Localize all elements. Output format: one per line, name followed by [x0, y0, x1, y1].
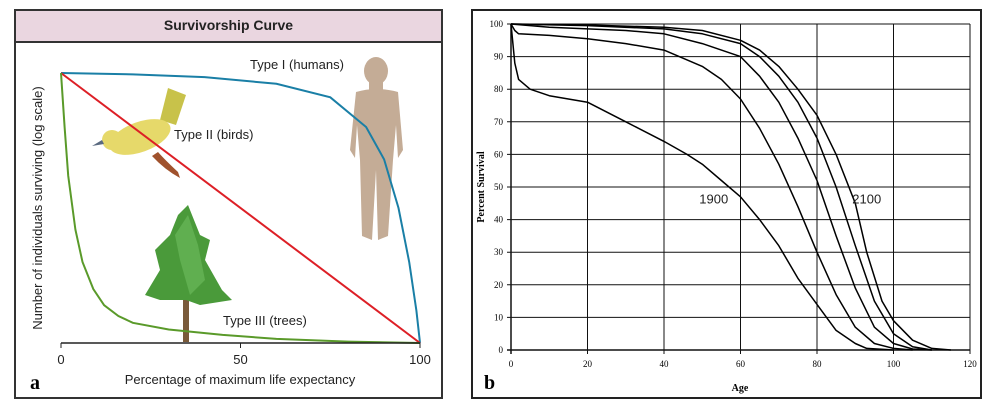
- y-tick-label: 50: [494, 182, 504, 192]
- x-tick-label: 100: [409, 352, 431, 367]
- survival-curve-1: [510, 23, 894, 351]
- y-tick-label: 70: [494, 117, 504, 127]
- y-tick-label: 60: [494, 149, 504, 159]
- curve-annotation: 2100: [852, 191, 881, 206]
- panel-label-a: a: [30, 372, 40, 394]
- y-tick-label: 40: [494, 215, 504, 225]
- curve-annotation: 1900: [699, 191, 728, 206]
- x-tick-label: 50: [233, 352, 247, 367]
- y-tick-label: 0: [499, 345, 504, 355]
- x-tick-label: 120: [963, 359, 977, 369]
- panel-label-b: b: [484, 372, 495, 394]
- type3-label: Type III (trees): [223, 313, 307, 328]
- x-tick-label: 80: [813, 359, 823, 369]
- type1-label: Type I (humans): [250, 57, 344, 72]
- y-tick-label: 20: [494, 280, 504, 290]
- y-axis-label-b: Percent Survival: [476, 151, 487, 222]
- y-tick-label: 90: [494, 52, 504, 62]
- y-tick-label: 30: [494, 247, 504, 257]
- y-tick-label: 10: [494, 312, 504, 322]
- bird-illustration: [92, 88, 186, 178]
- type2-label: Type II (birds): [174, 127, 253, 142]
- tree-illustration: [145, 205, 232, 342]
- series-line-2: [60, 72, 421, 344]
- x-tick-label: 20: [583, 359, 593, 369]
- survival-curve-4: [510, 23, 932, 351]
- series-line-1: [60, 72, 421, 344]
- y-tick-label: 100: [490, 19, 504, 29]
- y-axis-label-a: Number of individuals surviving (log sca…: [30, 86, 45, 330]
- chart-title: Survivorship Curve: [16, 11, 441, 43]
- x-tick-label: 100: [887, 359, 901, 369]
- x-axis-label-a: Percentage of maximum life expectancy: [125, 372, 356, 387]
- y-tick-label: 80: [494, 84, 504, 94]
- survival-curve-5: [510, 23, 951, 351]
- panel-a: Survivorship Curve: [14, 9, 443, 399]
- series-line-3: [60, 72, 421, 344]
- human-illustration: [350, 57, 403, 240]
- survival-curve-2: [510, 23, 913, 351]
- survival-curve-3: [510, 23, 932, 351]
- panel-b: [471, 9, 982, 399]
- x-tick-label: 40: [660, 359, 670, 369]
- x-tick-label: 0: [509, 359, 514, 369]
- x-axis-label-b: Age: [732, 383, 749, 394]
- x-tick-label: 0: [57, 352, 64, 367]
- x-tick-label: 60: [736, 359, 746, 369]
